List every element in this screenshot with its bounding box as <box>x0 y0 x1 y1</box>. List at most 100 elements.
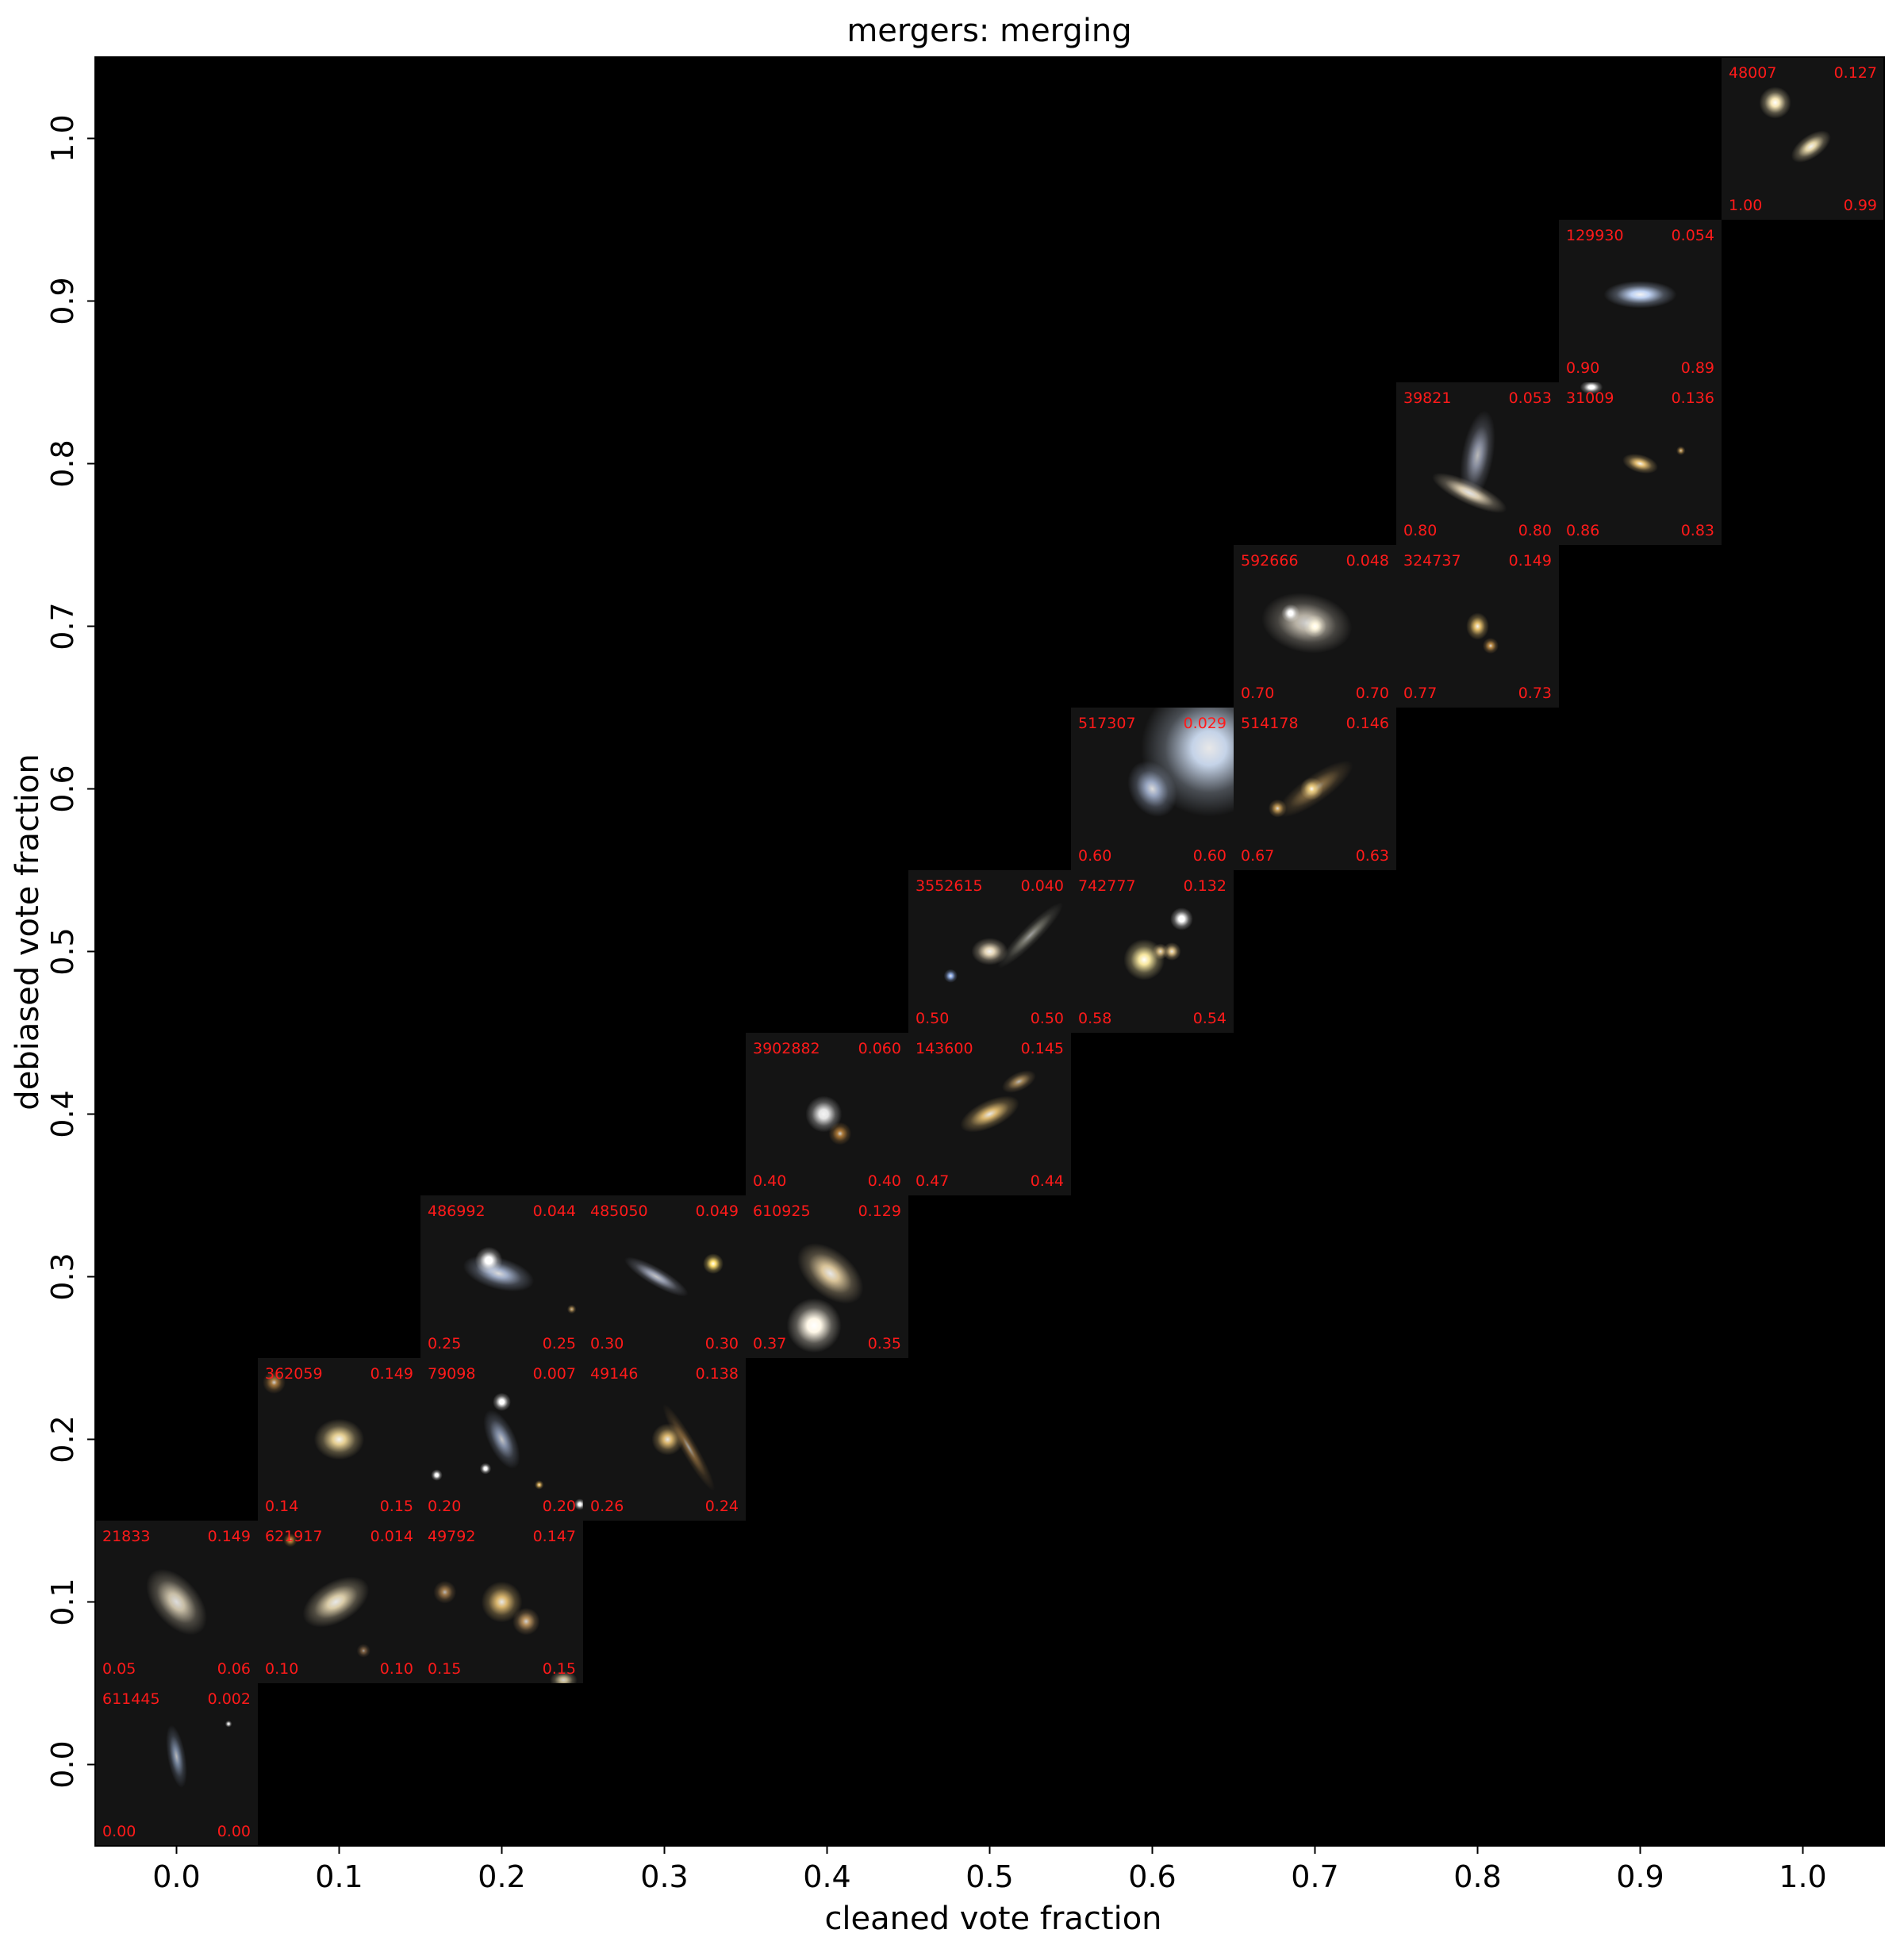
galaxy-image <box>433 1580 578 1683</box>
tile-value-label: 0.129 <box>858 1203 901 1220</box>
x-tick-label: 1.0 <box>1779 1859 1826 1894</box>
galaxy-image <box>263 1371 365 1460</box>
tile-debiased-label: 0.06 <box>217 1660 251 1678</box>
tile-cleaned-label: 0.15 <box>428 1660 461 1678</box>
galaxy-blob <box>146 1568 207 1636</box>
galaxy-blob <box>624 1256 689 1297</box>
galaxy-image <box>1127 708 1234 817</box>
galaxy-blob <box>662 1403 715 1491</box>
galaxy-blob <box>1759 86 1791 119</box>
tile-debiased-label: 0.35 <box>868 1335 901 1352</box>
tile-debiased-label: 0.60 <box>1193 847 1226 865</box>
galaxy-image <box>431 1392 583 1510</box>
galaxy-blob <box>263 1371 286 1394</box>
tile-id-label: 486992 <box>428 1203 486 1220</box>
galaxy-tile: 129930 0.054 0.90 0.89 <box>1559 220 1722 382</box>
galaxy-image <box>463 1246 577 1314</box>
x-tick-label: 0.8 <box>1453 1859 1501 1894</box>
y-tick-label: 0.7 <box>45 602 80 650</box>
tile-id-label: 31009 <box>1566 389 1614 407</box>
galaxy-blob <box>356 1644 370 1658</box>
galaxy-image <box>960 1070 1036 1133</box>
y-ticks: 0.0 0.1 0.2 0.3 0.4 0.5 0.6 0.7 0.8 0.9 1.0 <box>45 114 95 1789</box>
tile-cleaned-label: 0.60 <box>1078 847 1111 865</box>
galaxy-image <box>786 1243 864 1353</box>
tile-value-label: 0.136 <box>1672 389 1714 407</box>
tile-id-label: 143600 <box>916 1040 973 1057</box>
tile-value-label: 0.149 <box>370 1365 413 1383</box>
tile-debiased-label: 0.15 <box>543 1660 576 1678</box>
chart-title: mergers: merging <box>846 13 1131 49</box>
galaxy-image <box>1603 281 1677 309</box>
tile-value-label: 0.048 <box>1346 552 1389 570</box>
galaxy-tile: 49792 0.147 0.15 0.15 <box>420 1521 583 1683</box>
tile-value-label: 0.127 <box>1834 64 1877 82</box>
tile-value-label: 0.149 <box>1509 552 1552 570</box>
galaxy-tile: 517307 0.029 0.60 0.60 <box>1071 708 1234 870</box>
tile-cleaned-label: 0.90 <box>1566 359 1599 377</box>
galaxy-blob <box>960 1095 1019 1133</box>
galaxy-tile: 610925 0.129 0.37 0.35 <box>746 1195 908 1358</box>
tile-cleaned-label: 0.30 <box>590 1335 624 1352</box>
tile-debiased-label: 0.80 <box>1518 522 1552 539</box>
x-tick-label: 0.2 <box>478 1859 525 1894</box>
galaxy-blob <box>1170 907 1193 930</box>
galaxy-blob <box>1622 453 1658 474</box>
tile-cleaned-label: 0.00 <box>102 1823 136 1840</box>
galaxy-tile: 79098 0.007 0.20 0.20 <box>420 1358 583 1521</box>
tile-id-label: 362059 <box>265 1365 323 1383</box>
tile-debiased-label: 0.63 <box>1356 847 1389 865</box>
galaxy-tile: 3552615 0.040 0.50 0.50 <box>908 870 1071 1033</box>
galaxy-image <box>146 1568 207 1636</box>
galaxy-blob <box>703 1253 724 1275</box>
tile-value-label: 0.132 <box>1184 877 1226 895</box>
tile-debiased-label: 0.40 <box>868 1172 901 1190</box>
y-tick-label: 0.9 <box>45 277 80 324</box>
galaxy-image <box>943 902 1064 983</box>
galaxy-tile: 31009 0.136 0.86 0.83 <box>1559 382 1722 545</box>
galaxy-tile: 742777 0.132 0.58 0.54 <box>1071 870 1234 1033</box>
y-tick-label: 0.3 <box>45 1253 80 1300</box>
tile-value-label: 0.002 <box>208 1690 251 1708</box>
tile-id-label: 49146 <box>590 1365 638 1383</box>
tile-value-label: 0.044 <box>533 1203 576 1220</box>
y-tick-label: 0.6 <box>45 765 80 812</box>
tile-debiased-label: 0.10 <box>380 1660 413 1678</box>
tile-value-label: 0.007 <box>533 1365 576 1383</box>
galaxy-blob <box>1676 446 1686 455</box>
galaxy-tile: 21833 0.149 0.05 0.06 <box>95 1521 258 1683</box>
tile-debiased-label: 0.99 <box>1844 197 1877 214</box>
tile-id-label: 611445 <box>102 1690 160 1708</box>
galaxy-blob <box>997 902 1064 969</box>
y-axis-label: debiased vote fraction <box>10 754 46 1110</box>
galaxy-blob <box>943 969 958 983</box>
tile-value-label: 0.053 <box>1509 389 1552 407</box>
tile-cleaned-label: 0.80 <box>1403 522 1437 539</box>
galaxy-blob <box>1482 638 1499 654</box>
tile-debiased-label: 0.44 <box>1031 1172 1064 1190</box>
galaxy-image <box>1759 86 1831 163</box>
galaxy-image <box>1466 612 1499 654</box>
tile-cleaned-label: 0.70 <box>1241 685 1274 702</box>
tile-debiased-label: 0.54 <box>1193 1010 1226 1027</box>
galaxy-blob <box>166 1724 187 1788</box>
galaxy-image <box>283 1533 370 1658</box>
galaxy-image <box>624 1253 724 1297</box>
tile-value-label: 0.138 <box>696 1365 739 1383</box>
galaxy-blob <box>302 1576 370 1628</box>
galaxy-blob <box>431 1469 443 1481</box>
galaxy-blob <box>474 1246 503 1275</box>
tile-cleaned-label: 0.14 <box>265 1498 298 1515</box>
tile-id-label: 79098 <box>428 1365 475 1383</box>
tile-debiased-label: 0.15 <box>380 1498 413 1515</box>
galaxy-blob <box>481 1581 523 1623</box>
galaxy-blob <box>971 938 1008 965</box>
tile-cleaned-label: 0.10 <box>265 1660 298 1678</box>
tile-debiased-label: 0.50 <box>1031 1010 1064 1027</box>
tile-id-label: 49792 <box>428 1528 475 1545</box>
galaxy-tile: 592666 0.048 0.70 0.70 <box>1234 545 1396 708</box>
galaxy-image <box>805 1095 852 1145</box>
tile-cleaned-label: 0.58 <box>1078 1010 1111 1027</box>
y-tick-label: 0.1 <box>45 1578 80 1625</box>
tile-debiased-label: 0.70 <box>1356 685 1389 702</box>
